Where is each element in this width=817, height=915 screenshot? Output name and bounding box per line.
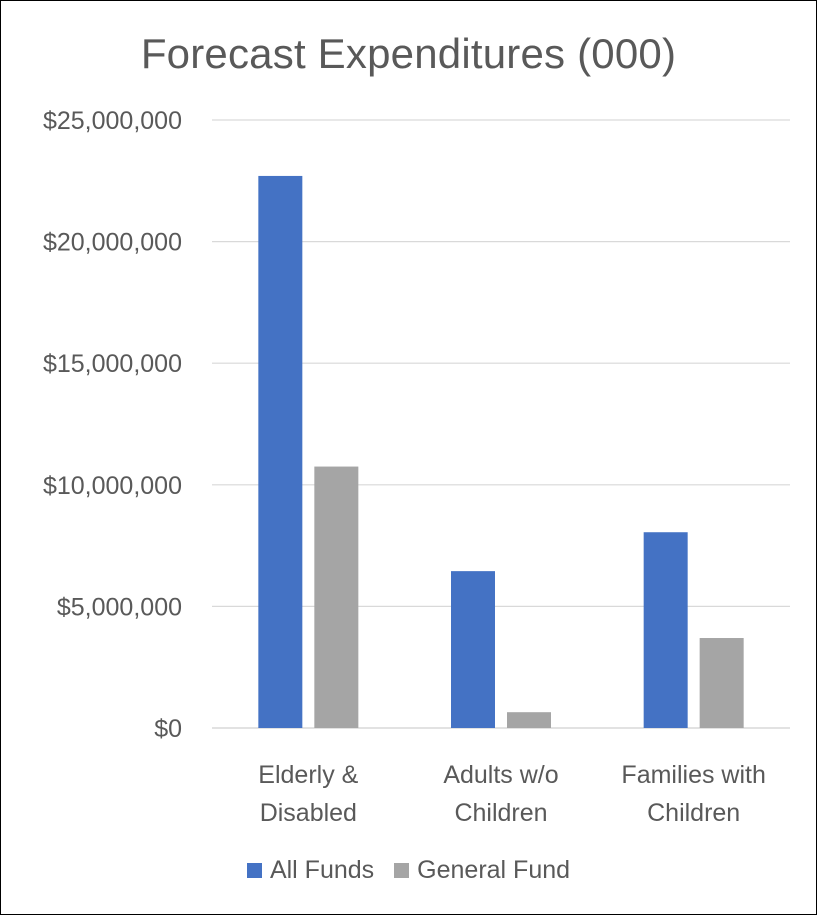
x-category-label: Elderly & [258,761,358,789]
y-tick-label: $5,000,000 [57,593,182,621]
y-tick-label: $15,000,000 [43,350,182,378]
legend-label-general-fund: General Fund [417,856,571,884]
y-tick-label: $25,000,000 [43,107,182,135]
x-category-label: Families with [621,761,765,789]
x-category-label: Disabled [260,799,357,827]
x-category-label: Children [647,799,740,827]
legend-item-all-funds: All Funds [246,856,375,885]
bar-general-fund [314,466,359,728]
x-category-label: Adults w/o [443,761,558,789]
bar-all-funds [643,532,688,728]
legend-label-all-funds: All Funds [269,856,375,884]
x-category-label: Children [454,799,547,827]
bar-all-funds [451,571,495,728]
bar-general-fund [507,712,551,728]
y-tick-label: $20,000,000 [43,229,182,257]
bar-general-fund [699,638,744,728]
legend: All Funds General Fund [0,856,817,885]
y-tick-label: $0 [154,715,182,743]
bar-all-funds [258,175,303,728]
chart-title: Forecast Expenditures (000) [140,30,677,77]
legend-swatch-general-fund [394,863,410,878]
legend-item-general-fund: General Fund [394,856,570,885]
legend-swatch-all-funds [246,863,262,878]
y-tick-label: $10,000,000 [43,472,182,500]
